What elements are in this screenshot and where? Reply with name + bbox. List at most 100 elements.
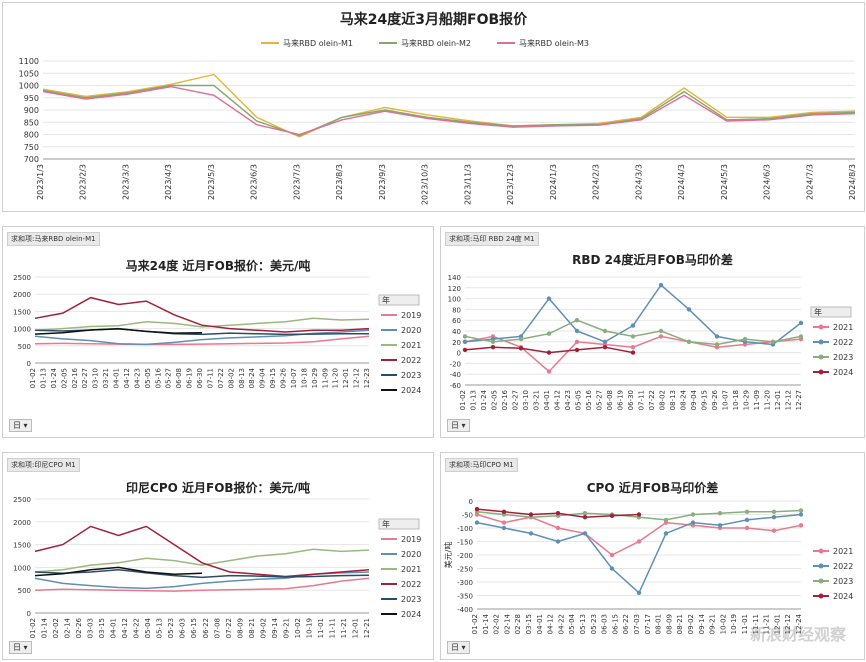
panel-indonesia-cpo: 求和项:印尼CPO M1 印尼CPO 近月FOB报价：美元/吨 0 500 1000… xyxy=(2,452,434,660)
data-point xyxy=(518,336,524,342)
data-point xyxy=(686,339,692,344)
x-tick-label: 05-27 xyxy=(596,390,604,410)
x-tick-label: 03-03 xyxy=(87,618,95,638)
x-tick-label: 06-30 xyxy=(627,390,635,410)
x-tick-label: 05-16 xyxy=(154,367,162,388)
x-tick-label: 02-16 xyxy=(71,367,79,388)
data-point xyxy=(474,506,480,512)
data-point xyxy=(574,328,580,334)
x-tick-label: 05-16 xyxy=(585,389,593,410)
x-tick-label: 01-02 xyxy=(29,368,37,388)
panel-b-chart: -60 -40 -20 0 20 40 60 80 100 120 140 01-02 01-13 01-… xyxy=(448,274,854,410)
x-tick-label: 04-23 xyxy=(133,368,141,388)
legend-label: 2021 xyxy=(833,547,853,556)
data-point xyxy=(574,318,580,323)
series-line xyxy=(34,548,370,573)
x-tick-label: 05-13 xyxy=(156,618,164,638)
x-tick-label: 04-22 xyxy=(133,618,141,638)
x-tick-label: 11-21 xyxy=(763,614,771,634)
panel-b-title: RBD 24度近月FOB马印价差 xyxy=(572,253,733,267)
x-tick-label: 12-12 xyxy=(785,390,793,410)
data-point xyxy=(518,346,524,351)
x-tick-label: 11-11 xyxy=(752,614,760,634)
data-point xyxy=(658,282,664,288)
legend-header: 年 xyxy=(382,519,390,529)
x-tick-label: 10-19 xyxy=(730,614,738,634)
x-tick-label: 09-14 xyxy=(271,617,279,638)
x-tick-label: 06-03 xyxy=(179,618,187,638)
date-filter-label: 日 xyxy=(451,643,459,652)
legend-marker xyxy=(818,548,824,554)
pivot-field-tag[interactable]: 求和项:印尼CPO M1 xyxy=(7,458,80,472)
x-tick-label: 2023/3/3 xyxy=(121,164,130,200)
x-tick-label: 2024/2/3 xyxy=(592,164,601,200)
x-tick-label: 2024/3/3 xyxy=(634,164,643,200)
x-tick-label: 01-02 xyxy=(459,390,467,410)
data-point xyxy=(501,520,507,525)
x-tick-label: 01-14 xyxy=(482,613,490,634)
x-tick-label: 02-27 xyxy=(81,368,89,388)
legend-label: 2023 xyxy=(401,595,421,604)
data-point xyxy=(630,334,636,339)
x-tick-label: 12-12 xyxy=(353,368,361,388)
pivot-field-tag[interactable]: 求和项:马来RBD olein-M1 xyxy=(7,232,100,246)
pivot-field-tag[interactable]: 求和项:马印 RBD 24度 M1 xyxy=(445,232,539,246)
data-point xyxy=(742,336,748,342)
legend-filter-box xyxy=(378,518,420,530)
data-point xyxy=(636,590,642,595)
legend-label: 2022 xyxy=(401,356,421,365)
series-line xyxy=(34,577,370,592)
x-tick-label: 07-08 xyxy=(213,618,221,638)
x-tick-label: 02-05 xyxy=(491,390,499,410)
y-tick-label: -20 xyxy=(450,360,461,368)
legend-label: 2021 xyxy=(401,341,421,350)
data-point xyxy=(546,350,552,355)
pivot-field-tag[interactable]: 求和项:马印CPO M1 xyxy=(445,458,518,472)
x-tick-label: 09-26 xyxy=(280,367,288,388)
date-filter-dropdown[interactable]: 日 ▾ xyxy=(9,419,32,432)
x-tick-label: 12-24 xyxy=(795,613,803,634)
y-tick-label: 850 xyxy=(24,118,39,127)
y-tick-label: 2000 xyxy=(13,291,31,299)
legend-label: 马来RBD olein-M2 xyxy=(401,39,471,48)
date-filter-dropdown[interactable]: 日 ▾ xyxy=(447,641,470,654)
x-tick-label: 2023/8/3 xyxy=(335,164,344,200)
legend-header: 年 xyxy=(382,295,390,305)
x-tick-label: 11-01 xyxy=(741,614,749,634)
x-tick-label: 12-01 xyxy=(342,368,350,388)
x-tick-label: 08-13 xyxy=(238,368,246,388)
x-tick-label: 05-23 xyxy=(167,618,175,638)
x-tick-label: 2023/12/3 xyxy=(506,164,515,205)
data-point xyxy=(658,334,664,339)
y-tick-label: 1000 xyxy=(19,82,39,91)
main-chart: 700 750 800 850 900 950 1000 1050 1100 2023/1/3 20… xyxy=(19,39,857,205)
x-tick-label: 04-01 xyxy=(113,368,121,388)
x-tick-label: 03-21 xyxy=(533,390,541,410)
watermark-text: 新浪财经观察 xyxy=(749,625,846,644)
legend-label: 2023 xyxy=(833,353,853,362)
x-tick-label: 01-02 xyxy=(29,618,37,638)
x-tick-label: 03-15 xyxy=(525,614,533,634)
x-tick-label: 08-09 xyxy=(236,618,244,638)
x-tick-label: 08-24 xyxy=(248,367,256,388)
y-tick-label: 40 xyxy=(452,328,461,336)
data-point xyxy=(630,350,636,355)
x-tick-label: 12-01 xyxy=(351,618,359,638)
legend-label: 2019 xyxy=(401,311,421,320)
legend-label: 2024 xyxy=(833,368,853,377)
data-point xyxy=(609,552,615,558)
data-point xyxy=(474,520,480,525)
x-tick-label: 02-26 xyxy=(75,617,83,638)
x-tick-label: 09-02 xyxy=(687,614,695,634)
date-filter-dropdown[interactable]: 日 ▾ xyxy=(9,641,32,654)
x-tick-label: 04-12 xyxy=(123,368,131,388)
x-tick-label: 09-14 xyxy=(698,613,706,634)
x-tick-label: 03-10 xyxy=(92,368,100,388)
data-point xyxy=(582,510,588,516)
x-tick-label: 07-11 xyxy=(206,368,214,388)
date-filter-dropdown[interactable]: 日 ▾ xyxy=(447,419,470,432)
y-tick-label: 500 xyxy=(18,343,31,351)
data-point xyxy=(744,525,750,531)
x-tick-label: 12-01 xyxy=(773,614,781,634)
